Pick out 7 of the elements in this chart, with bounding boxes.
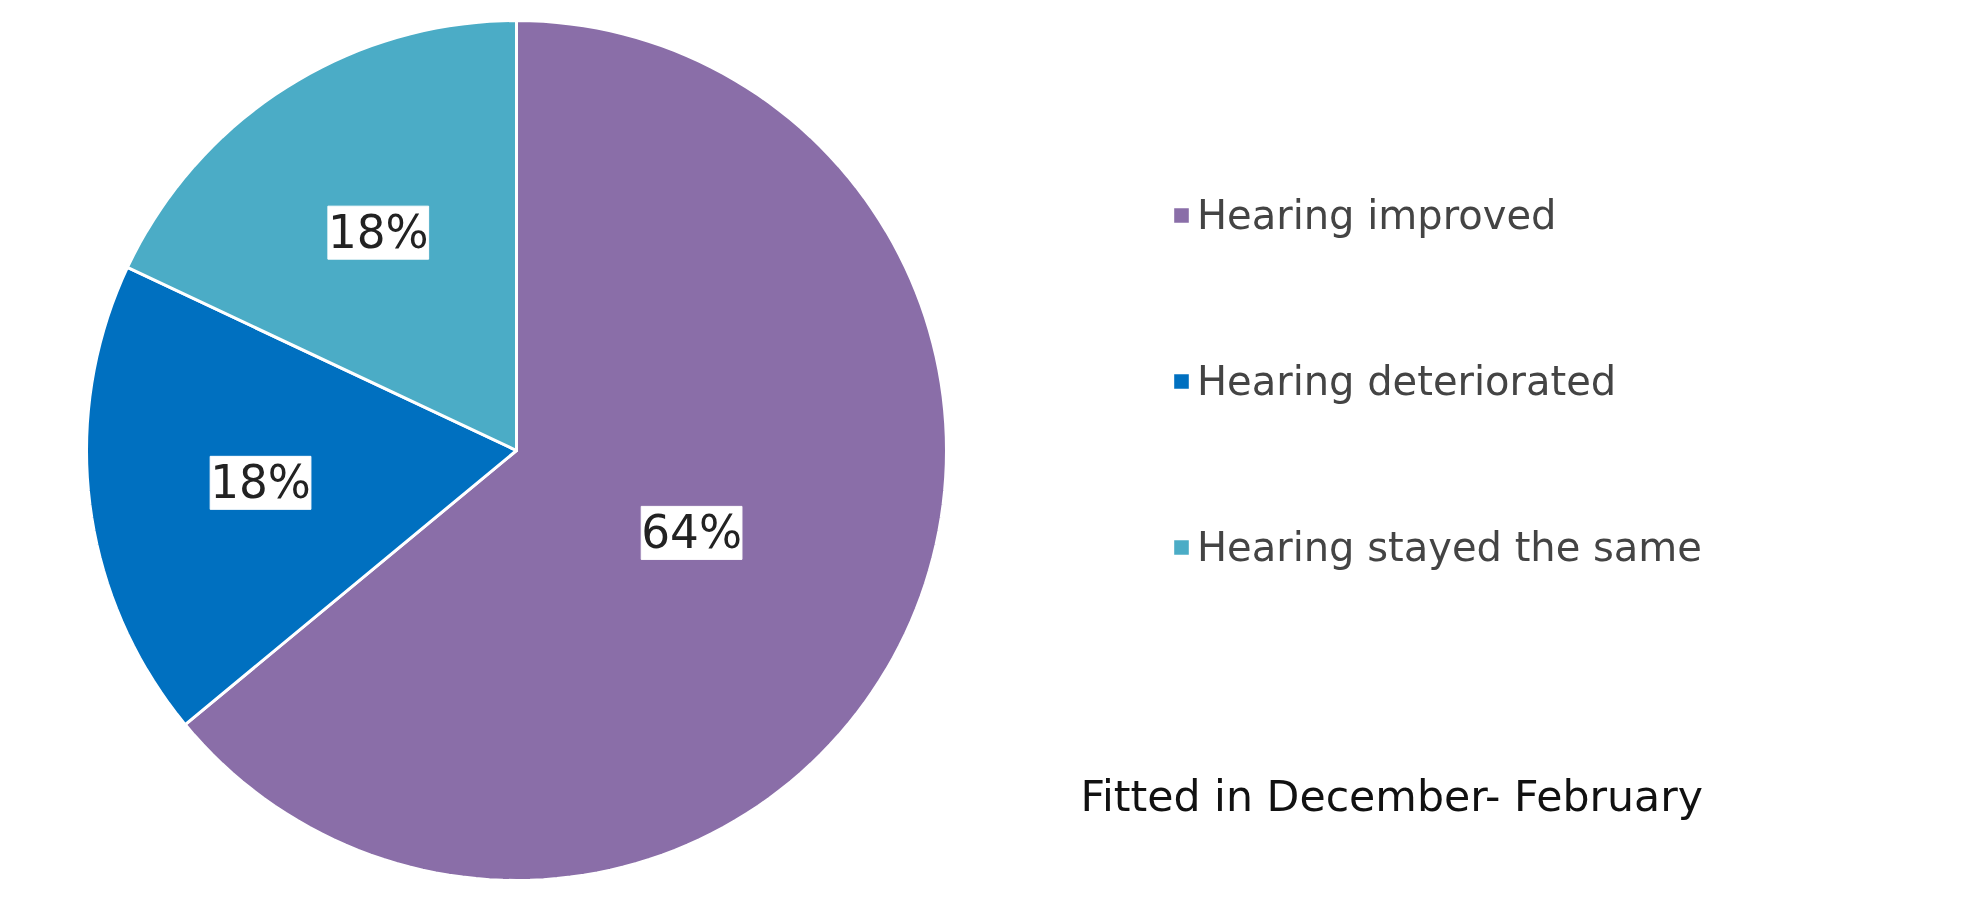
legend-label: Hearing improved xyxy=(1197,192,1557,238)
data-label: 64% xyxy=(641,506,742,560)
legend-label: Hearing deteriorated xyxy=(1197,358,1617,404)
legend-label: Hearing stayed the same xyxy=(1197,524,1702,570)
text: Fitted in December- February xyxy=(1080,770,1703,821)
data-label: 18% xyxy=(210,456,311,510)
data-label: 18% xyxy=(327,206,429,260)
